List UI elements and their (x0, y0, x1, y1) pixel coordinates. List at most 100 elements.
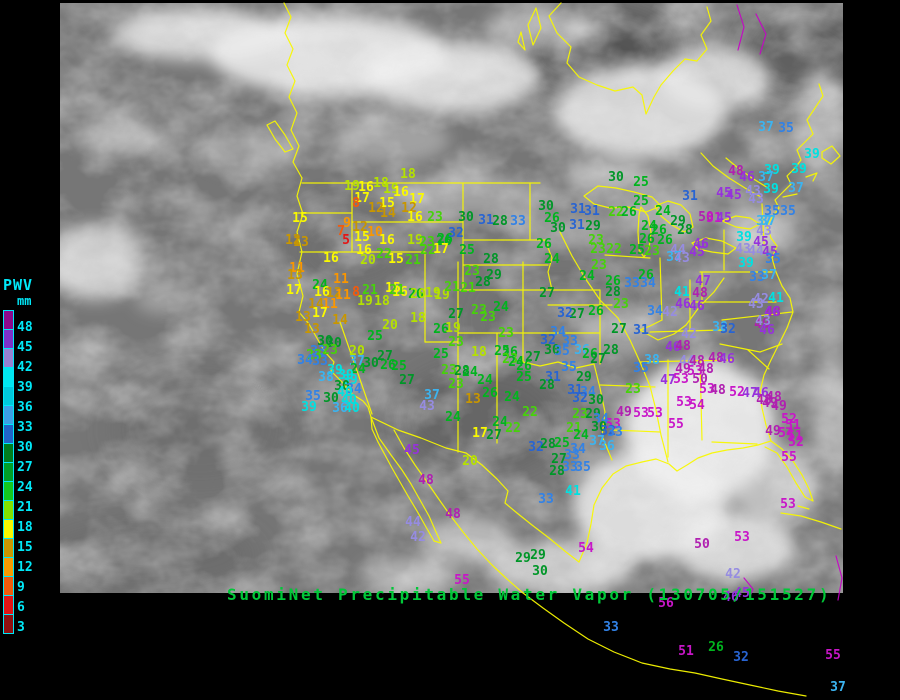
station-value: 30 (544, 342, 560, 358)
station-value: 25 (494, 343, 510, 359)
station-value: 48 (765, 304, 781, 320)
station-value: 23 (591, 257, 607, 273)
station-value: 16 (323, 250, 339, 266)
station-value: 19 (434, 287, 450, 303)
station-value: 23 (572, 406, 588, 422)
station-value: 17 (312, 305, 328, 321)
station-value: 48 (728, 163, 744, 179)
station-value: 46 (764, 304, 780, 320)
legend-cell (3, 614, 14, 634)
legend-label: 36 (17, 400, 33, 415)
station-value: 23 (306, 347, 322, 363)
station-value: 21 (405, 252, 421, 268)
station-value: 39 (738, 255, 754, 271)
station-value: 16 (356, 242, 372, 258)
station-value: 18 (471, 344, 487, 360)
station-value: 33 (310, 343, 326, 359)
station-value: 27 (399, 372, 415, 388)
station-value: 26 (708, 639, 724, 655)
station-value: 45 (762, 244, 778, 260)
station-value: 30 (326, 335, 342, 351)
station-value: 26 (380, 357, 396, 373)
station-value: 31 (682, 188, 698, 204)
legend-cell (3, 310, 14, 330)
station-value: 26 (605, 273, 621, 289)
station-value: 45 (404, 442, 420, 458)
station-value: 23 (644, 243, 660, 259)
station-value: 23 (471, 302, 487, 318)
station-value: 27 (448, 306, 464, 322)
legend-cell (3, 348, 14, 368)
station-value: 32 (733, 649, 749, 665)
station-value: 14 (380, 205, 396, 221)
station-value: 30 (608, 169, 624, 185)
legend-label: 9 (17, 580, 25, 595)
station-value: 11 (289, 260, 305, 276)
station-value: 15 (388, 251, 404, 267)
station-value: 16 (379, 232, 395, 248)
station-value: 49 (616, 404, 632, 420)
station-value: 28 (539, 377, 555, 393)
station-value: 45 (689, 244, 705, 260)
station-value: 45 (753, 234, 769, 250)
station-value: 55 (781, 449, 797, 465)
station-value: 43 (748, 296, 764, 312)
station-value: 35 (554, 343, 570, 359)
station-value: 35 (633, 360, 649, 376)
station-value: 30 (317, 333, 333, 349)
station-value: 52 (788, 434, 804, 450)
station-value: 32 (572, 390, 588, 406)
province-borders (736, 4, 843, 601)
station-value: 45 (734, 585, 750, 601)
station-value: 31 (584, 203, 600, 219)
station-value: 46 (723, 589, 739, 605)
legend-label: 3 (17, 620, 25, 635)
station-value: 10 (367, 224, 383, 240)
station-value: 15 (385, 280, 401, 296)
legend-label: 6 (17, 600, 25, 615)
legend-label: 15 (17, 540, 33, 555)
station-value: 24 (504, 389, 520, 405)
station-value: 21 (389, 282, 405, 298)
station-value: 23 (588, 232, 604, 248)
station-value: 33 (312, 353, 328, 369)
station-value: 33 (562, 459, 578, 475)
station-value: 47 (742, 385, 758, 401)
station-value: 46 (719, 351, 735, 367)
satellite-image (60, 3, 843, 593)
station-value: 48 (689, 353, 705, 369)
station-value: 41 (674, 284, 690, 300)
station-value: 23 (427, 209, 443, 225)
station-value: 18 (373, 175, 389, 191)
station-value: 23 (419, 234, 435, 250)
station-value: 24 (445, 409, 461, 425)
station-value: 23 (613, 296, 629, 312)
state-country-borders (266, 2, 842, 697)
legend-label: 48 (17, 320, 33, 335)
station-value: 27 (539, 285, 555, 301)
station-value: 22 (376, 246, 392, 262)
station-value: 24 (655, 203, 671, 219)
station-value: 46 (675, 296, 691, 312)
station-value: 53 (780, 496, 796, 512)
station-value: 54 (689, 397, 705, 413)
station-value: 49 (675, 361, 691, 377)
station-value: 43 (735, 241, 751, 257)
station-value: 47 (695, 273, 711, 289)
station-value: 26 (436, 233, 452, 249)
station-value: 55 (454, 572, 470, 588)
station-value: 23 (441, 362, 457, 378)
station-value: 22 (420, 242, 436, 258)
station-value: 26 (536, 236, 552, 252)
station-value: 39 (763, 181, 779, 197)
station-value: 24 (508, 354, 524, 370)
station-value: 20 (349, 343, 365, 359)
legend-cell (3, 595, 14, 615)
legend-cell (3, 557, 14, 577)
station-value: 28 (454, 363, 470, 379)
station-value: 49 (771, 398, 787, 414)
station-value: 48 (445, 506, 461, 522)
station-value: 39 (791, 161, 807, 177)
station-value: 25 (629, 242, 645, 258)
station-value: 39 (338, 367, 354, 383)
